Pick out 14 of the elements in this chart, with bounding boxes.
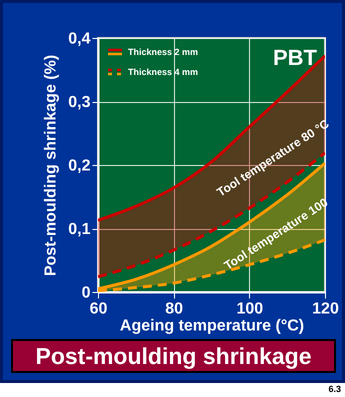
annotation: PBT xyxy=(273,45,318,70)
y-tick-label: 0,1 xyxy=(68,221,91,238)
y-tick-label: 0,2 xyxy=(68,158,91,174)
y-tick-label: 0,4 xyxy=(68,30,91,48)
x-tick-label: 80 xyxy=(165,300,184,318)
y-tick-label: 0 xyxy=(82,284,91,302)
y-axis-title: Post-moulding shrinkage (%) xyxy=(42,54,60,276)
y-tick-label: 0,3 xyxy=(68,94,91,111)
x-axis-title: Ageing temperature (°C) xyxy=(120,318,304,334)
text: Post-moulding shrinkage xyxy=(11,339,336,373)
text: 6.3 xyxy=(328,384,341,394)
x-tick-label: 100 xyxy=(236,300,264,318)
x-tick-label: 60 xyxy=(90,300,108,318)
x-tick-label: 120 xyxy=(312,300,339,318)
